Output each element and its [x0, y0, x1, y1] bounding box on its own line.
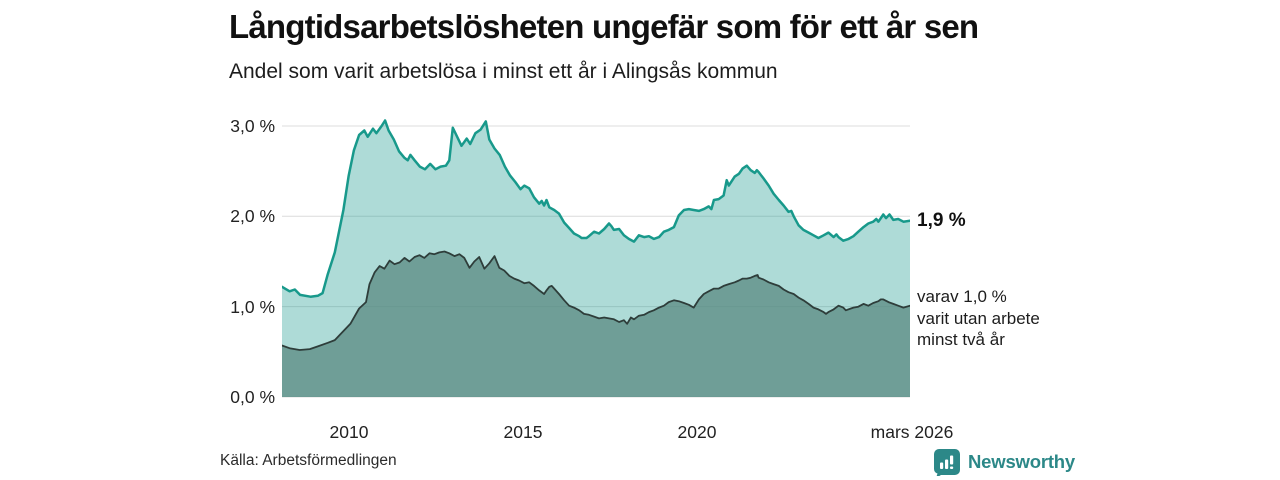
subseries-annotation-line2: varit utan arbete [917, 308, 1040, 328]
x-tick-latest: mars 2026 [870, 422, 954, 442]
y-tick-0: 0,0 % [230, 387, 275, 407]
newsworthy-wordmark: Newsworthy [968, 451, 1075, 472]
page-title: Långtidsarbetslösheten ungefär som för e… [229, 8, 979, 45]
area-chart [282, 119, 910, 398]
subseries-annotation-line3: minst två år [917, 330, 1005, 349]
x-tick-2020: 2020 [677, 422, 717, 442]
newsworthy-logo-icon [933, 449, 960, 476]
subseries-annotation: varav 1,0 % varit utan arbete minst två … [917, 286, 1040, 351]
series-area [282, 251, 910, 397]
x-tick-2015: 2015 [503, 422, 543, 442]
latest-value-label: 1,9 % [917, 210, 966, 231]
source-note: Källa: Arbetsförmedlingen [220, 452, 397, 469]
chart-subtitle: Andel som varit arbetslösa i minst ett å… [229, 60, 778, 83]
x-tick-2010: 2010 [329, 422, 369, 442]
y-tick-1: 1,0 % [230, 297, 275, 317]
y-tick-2: 2,0 % [230, 206, 275, 226]
y-tick-3: 3,0 % [230, 116, 275, 136]
newsworthy-logo: Newsworthy [933, 448, 1075, 476]
subseries-annotation-line1: varav 1,0 % [917, 287, 1007, 306]
series-line [282, 250, 910, 351]
series-line [282, 119, 910, 298]
